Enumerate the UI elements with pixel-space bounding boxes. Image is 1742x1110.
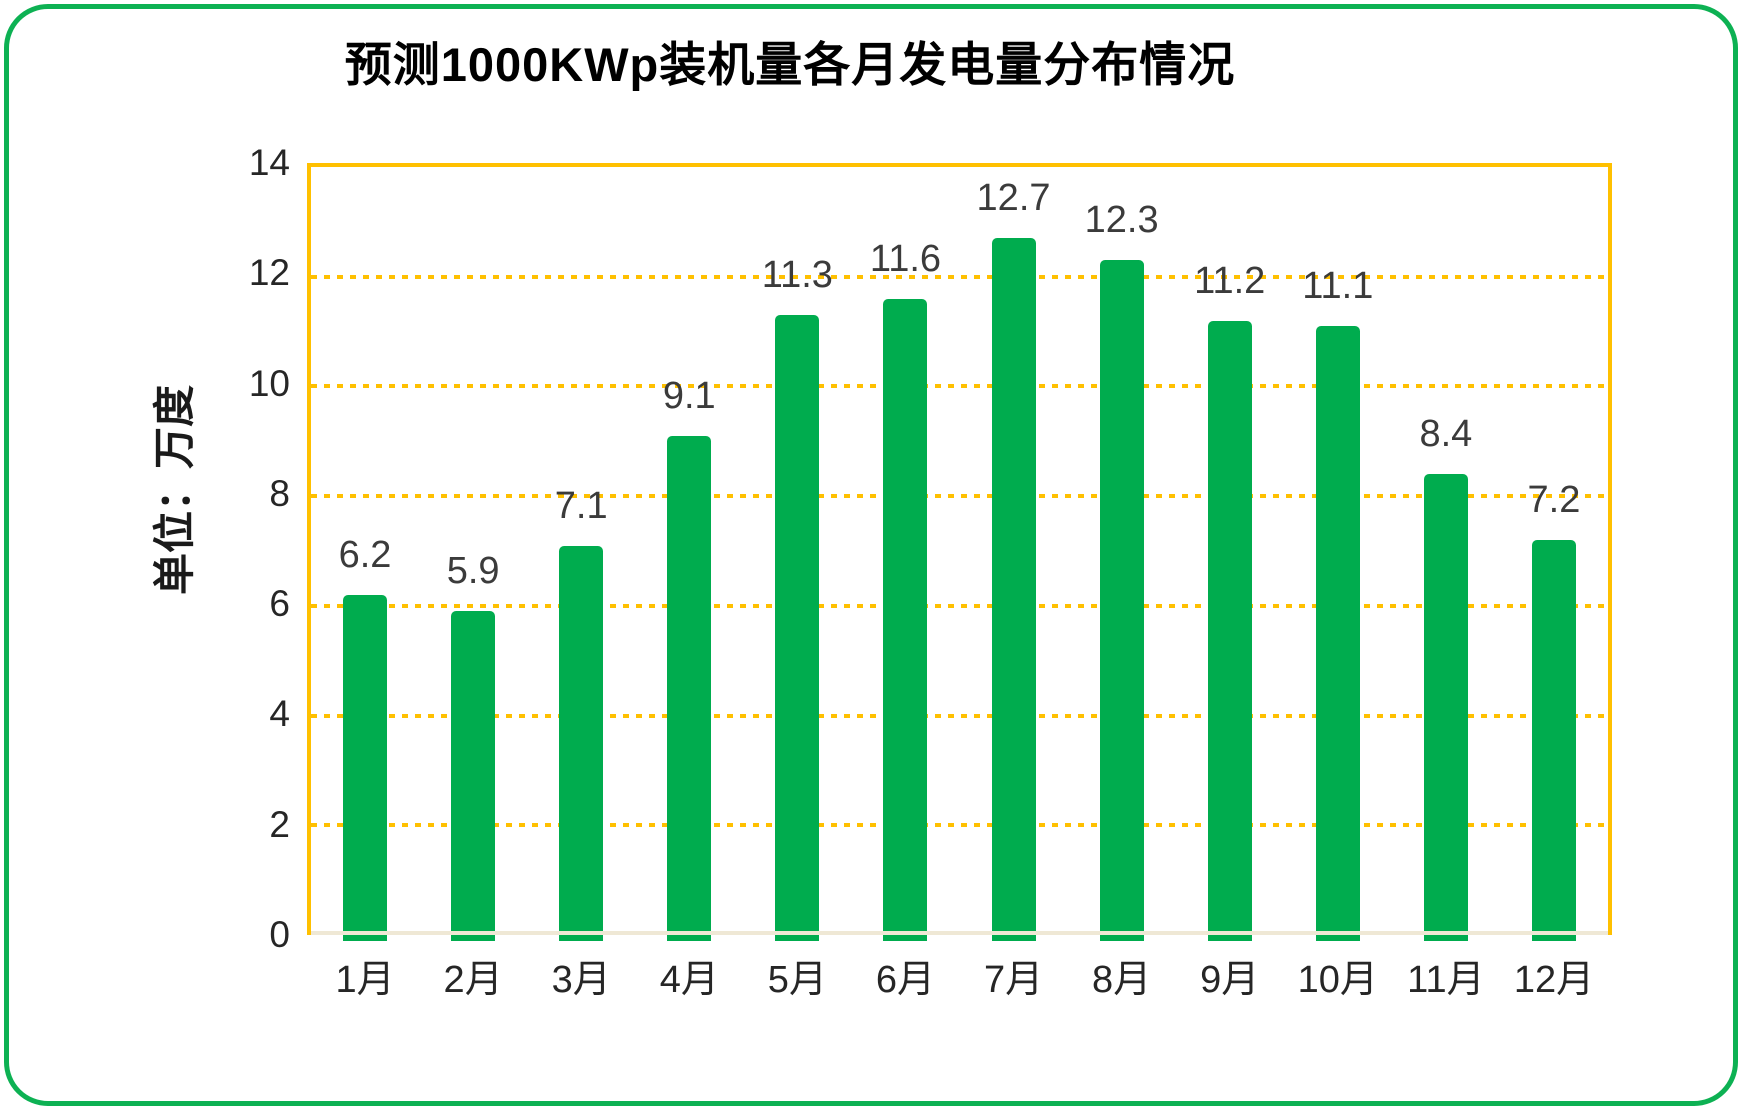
value-label-6月: 11.6 [869,237,942,280]
x-tick-label-5月: 5月 [767,959,827,1001]
value-label-9月: 11.2 [1194,259,1266,302]
y-tick-label-12: 12 [248,252,290,294]
gridline-y8 [311,494,1608,499]
bar-6月 [883,298,928,941]
x-axis-line [311,931,1608,935]
value-label-3月: 7.1 [554,484,608,527]
y-tick-label-14: 14 [248,142,290,183]
bar-1月 [343,594,388,941]
bar-8月 [1099,260,1144,941]
value-label-12月: 7.2 [1527,479,1581,522]
bar-5月 [775,315,820,941]
bar-11月 [1423,474,1468,941]
x-tick-label-6月: 6月 [875,959,936,1001]
gridline-y12 [311,274,1608,279]
bar-10月 [1315,326,1360,941]
value-label-4月: 9.1 [662,374,716,417]
bar-9月 [1207,320,1252,941]
x-tick-label-8月: 8月 [1092,959,1152,1001]
value-label-8月: 12.3 [1084,199,1159,242]
x-tick-label-4月: 4月 [659,959,719,1001]
x-tick-label-12月: 12月 [1513,959,1595,1001]
y-tick-label-2: 2 [269,803,290,845]
bar-12月 [1531,540,1576,941]
x-tick-label-10月: 10月 [1297,959,1378,1001]
gridline-y2 [311,823,1608,828]
value-label-1月: 6.2 [338,533,392,576]
y-tick-label-0: 0 [269,914,290,955]
plot-area: 6.2 5.9 7.1 9.1 11.3 11.6 12.7 12.3 11.2 11.1 8.4 7… [307,163,1612,941]
value-label-11月: 8.4 [1419,413,1473,456]
gridline-y4 [311,713,1608,718]
y-tick-label-6: 6 [269,583,290,625]
value-label-5月: 11.3 [761,254,833,297]
y-tick-label-4: 4 [269,693,290,735]
gridline-y6 [311,603,1608,608]
value-label-10月: 11.1 [1302,265,1374,308]
value-label-7月: 12.7 [976,177,1051,220]
y-tick-label-10: 10 [248,362,290,404]
x-tick-label-2月: 2月 [443,959,503,1001]
gridline-y10 [311,384,1608,389]
x-tick-label-1月: 1月 [335,959,395,1001]
chart-title: 预测1000KWp装机量各月发电量分布情况 [344,38,1236,91]
x-tick-label-3月: 3月 [551,959,611,1001]
x-tick-label-9月: 9月 [1200,959,1260,1001]
x-tick-label-11月: 11月 [1407,959,1485,1001]
bar-4月 [667,435,712,941]
bar-3月 [559,545,604,941]
bar-7月 [991,238,1036,941]
bar-2月 [451,611,496,941]
x-tick-label-7月: 7月 [983,959,1044,1001]
y-tick-label-8: 8 [269,472,290,514]
value-label-2月: 5.9 [446,550,500,593]
